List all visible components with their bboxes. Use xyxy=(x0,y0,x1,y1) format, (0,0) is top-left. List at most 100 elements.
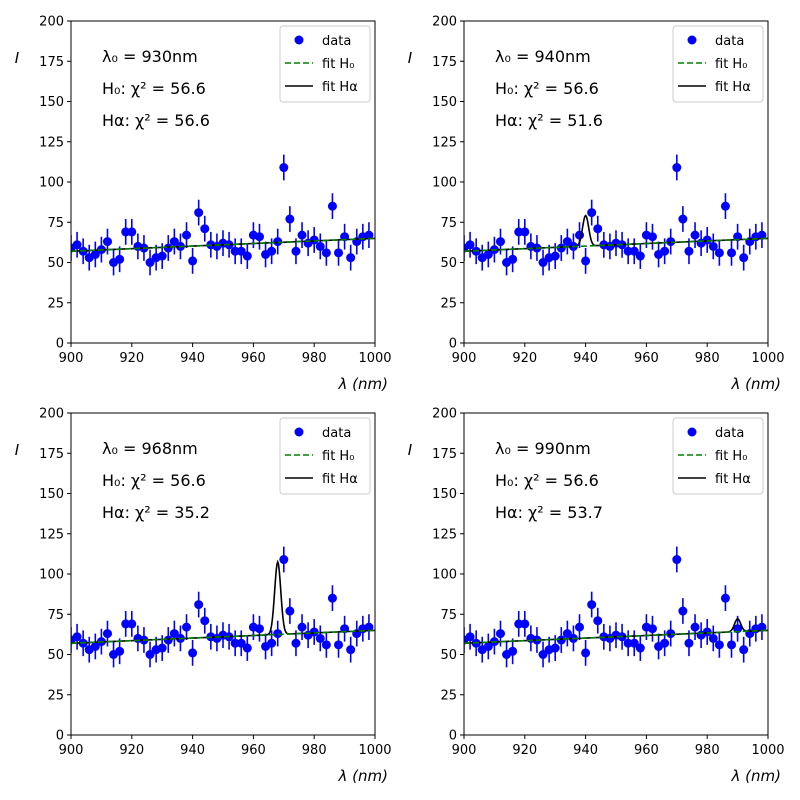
x-tick-label: 920 xyxy=(119,743,144,758)
y-axis: 0 25 50 75 100 125 150 175 200 xyxy=(39,15,71,352)
y-axis-label: I xyxy=(15,441,20,459)
data-point xyxy=(757,230,767,240)
data-point xyxy=(327,593,337,603)
data-point xyxy=(538,650,548,659)
data-point xyxy=(236,246,246,256)
lambda0-annotation: λ₀ = 990nm xyxy=(495,439,591,458)
x-tick-label: 960 xyxy=(241,743,266,758)
data-point xyxy=(550,643,560,653)
x-tick-label: 920 xyxy=(512,743,537,758)
data-point xyxy=(495,629,505,639)
data-point xyxy=(556,635,566,645)
x-tick-label: 920 xyxy=(512,351,537,366)
data-point xyxy=(465,240,475,250)
data-point xyxy=(279,555,289,565)
data-point xyxy=(660,246,670,256)
data-points xyxy=(71,555,374,659)
data-point xyxy=(102,237,112,247)
legend: data fit H₀ fit Hα xyxy=(279,25,371,103)
x-tick-label: 940 xyxy=(180,743,205,758)
data-point xyxy=(465,632,475,642)
data-point xyxy=(647,624,657,634)
y-tick-label: 100 xyxy=(432,176,457,191)
x-tick-label: 1000 xyxy=(358,743,391,758)
data-point xyxy=(346,253,356,263)
y-tick-label: 125 xyxy=(39,135,64,150)
y-tick-label: 25 xyxy=(47,296,64,311)
data-point xyxy=(575,622,585,632)
x-axis-label: λ (nm) xyxy=(338,375,388,393)
data-point xyxy=(200,224,210,234)
y-tick-label: 150 xyxy=(39,487,64,502)
data-point xyxy=(684,246,694,256)
data-point xyxy=(309,235,319,245)
data-point xyxy=(720,593,730,603)
data-point xyxy=(562,629,572,639)
legend-entry-fit-h0: fit H₀ xyxy=(715,449,747,464)
x-tick-label: 900 xyxy=(59,351,84,366)
legend-entry-fit-ha: fit Hα xyxy=(322,80,358,95)
fit-h0-line xyxy=(71,237,375,253)
data-point xyxy=(666,237,676,247)
data-point xyxy=(327,201,337,211)
panel-bottom-right: 900 920 940 960 980 1000 0 25 50 75 100 125 150 175 2… xyxy=(408,407,785,786)
data-point xyxy=(483,641,493,651)
data-point xyxy=(90,249,100,259)
chi2-h0-annotation: H₀: χ² = 56.6 xyxy=(102,471,206,490)
legend-entry-fit-h0: fit H₀ xyxy=(322,449,354,464)
legend-data-marker xyxy=(294,35,304,45)
x-tick-label: 960 xyxy=(634,743,659,758)
data-point xyxy=(127,227,137,237)
data-point xyxy=(273,237,283,247)
data-point xyxy=(708,633,718,643)
data-point xyxy=(72,632,82,642)
fit-h0-line xyxy=(71,629,375,645)
data-point xyxy=(508,254,518,264)
data-point xyxy=(575,230,585,240)
legend: data fit H₀ fit Hα xyxy=(279,417,371,495)
data-point xyxy=(739,253,749,263)
data-point xyxy=(157,251,167,261)
legend-entry-fit-h0: fit H₀ xyxy=(715,57,747,72)
y-tick-label: 75 xyxy=(440,608,457,623)
data-point xyxy=(102,629,112,639)
data-point xyxy=(727,640,737,650)
y-axis-label: I xyxy=(15,49,20,67)
y-axis-label: I xyxy=(408,441,413,459)
data-point xyxy=(739,645,749,655)
y-tick-label: 25 xyxy=(47,688,64,703)
y-tick-label: 0 xyxy=(56,337,64,352)
legend-entry-fit-h0: fit H₀ xyxy=(322,57,354,72)
data-point xyxy=(727,248,737,258)
data-point xyxy=(684,638,694,648)
data-point xyxy=(279,163,289,173)
data-point xyxy=(182,230,192,240)
x-axis-label: λ (nm) xyxy=(731,767,781,785)
x-tick-label: 940 xyxy=(573,743,598,758)
data-point xyxy=(127,619,137,629)
data-point xyxy=(188,648,198,658)
fit-h0-line xyxy=(464,629,768,645)
data-point xyxy=(581,256,591,266)
x-tick-label: 900 xyxy=(452,743,477,758)
data-point xyxy=(690,230,700,240)
data-point xyxy=(581,648,591,658)
x-tick-label: 940 xyxy=(573,351,598,366)
data-point xyxy=(90,641,100,651)
data-point xyxy=(273,629,283,639)
chi2-ha-annotation: Hα: χ² = 56.6 xyxy=(102,111,210,130)
x-axis-label: λ (nm) xyxy=(731,375,781,393)
x-tick-label: 1000 xyxy=(358,351,391,366)
x-tick-label: 960 xyxy=(241,351,266,366)
legend-entry-data: data xyxy=(715,426,744,441)
y-tick-label: 175 xyxy=(39,55,64,70)
data-point xyxy=(194,208,204,218)
data-point xyxy=(647,232,657,242)
data-point xyxy=(291,638,301,648)
data-point xyxy=(508,646,518,656)
y-tick-label: 50 xyxy=(47,648,64,663)
y-tick-label: 50 xyxy=(440,256,457,271)
legend-data-marker xyxy=(294,427,304,437)
x-tick-label: 980 xyxy=(695,743,720,758)
x-axis: 900 920 940 960 980 1000 xyxy=(452,343,785,366)
